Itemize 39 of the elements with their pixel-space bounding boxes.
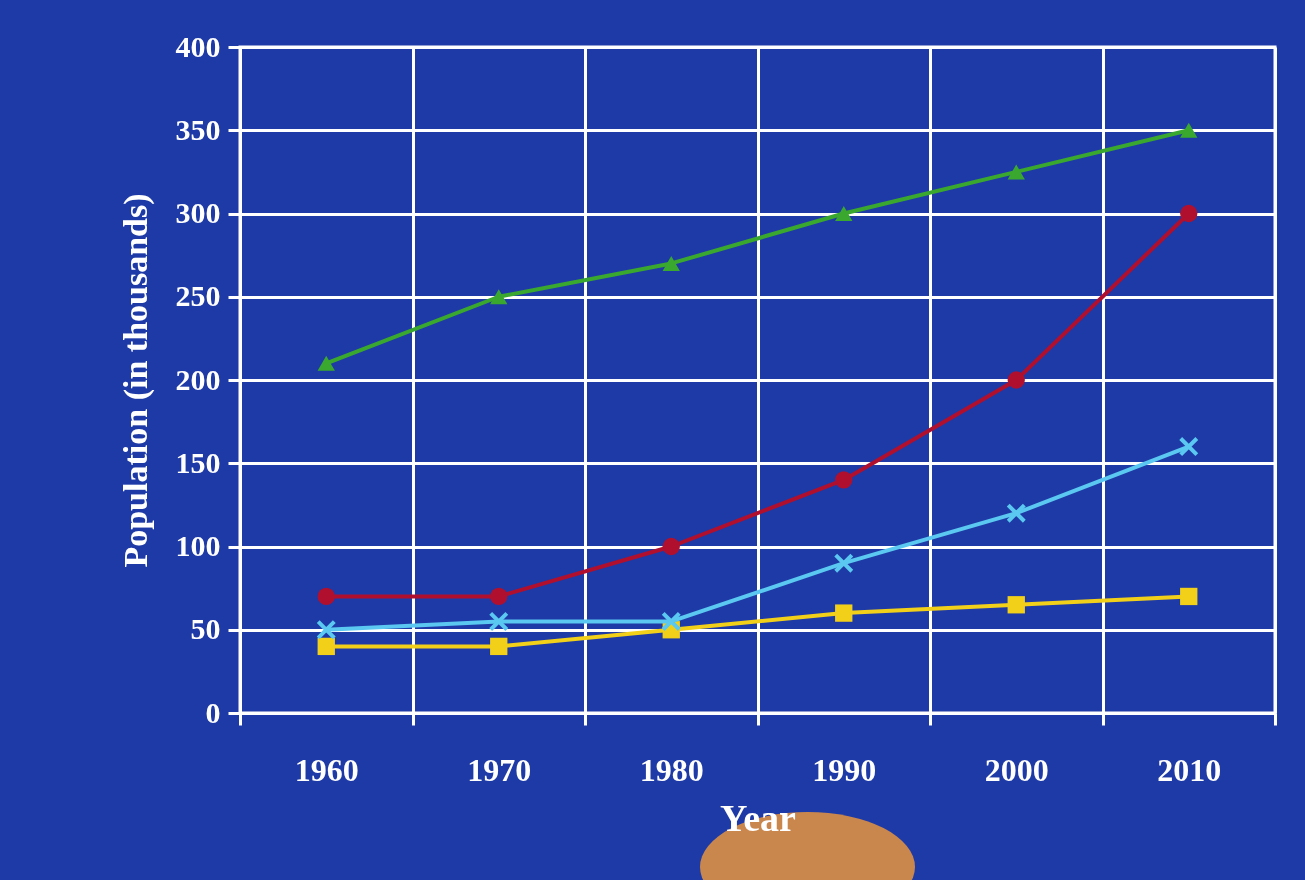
y-tick-label: 150 bbox=[175, 445, 221, 479]
point bbox=[1006, 503, 1027, 524]
x-tick-label: 1980 bbox=[639, 751, 704, 788]
point bbox=[1180, 587, 1198, 606]
x-tick-label: 1970 bbox=[467, 751, 532, 788]
point bbox=[1007, 164, 1025, 180]
point bbox=[662, 255, 680, 271]
x-tick-label: 2010 bbox=[1157, 751, 1222, 788]
point bbox=[1007, 371, 1025, 389]
point bbox=[835, 471, 853, 489]
point bbox=[1007, 596, 1025, 614]
point bbox=[317, 355, 335, 371]
point bbox=[833, 553, 854, 574]
point bbox=[490, 587, 508, 606]
point bbox=[317, 587, 335, 606]
point bbox=[490, 289, 508, 305]
point bbox=[1178, 436, 1199, 457]
y-tick-label: 100 bbox=[175, 529, 221, 562]
point bbox=[316, 619, 337, 640]
point bbox=[317, 637, 335, 656]
y-tick-label: 250 bbox=[175, 279, 221, 313]
x-tick-label: 1960 bbox=[294, 751, 359, 788]
point bbox=[835, 206, 853, 221]
point bbox=[490, 637, 508, 656]
y-tick-label: 50 bbox=[190, 612, 221, 646]
y-tick-label: 200 bbox=[175, 362, 221, 396]
x-tick-label: 2000 bbox=[984, 751, 1049, 788]
point bbox=[835, 604, 853, 622]
x-tick-label: 1990 bbox=[812, 751, 877, 788]
y-tick-label: 400 bbox=[175, 29, 221, 63]
y-tick-label: 300 bbox=[175, 196, 221, 229]
point bbox=[1180, 122, 1198, 138]
point bbox=[488, 611, 509, 632]
y-tick-label: 0 bbox=[205, 695, 221, 729]
y-axis-title: Population (in thousands) bbox=[116, 193, 155, 568]
point bbox=[662, 537, 680, 556]
y-tick-label: 350 bbox=[175, 112, 221, 146]
point bbox=[1180, 204, 1198, 223]
point bbox=[661, 611, 682, 632]
